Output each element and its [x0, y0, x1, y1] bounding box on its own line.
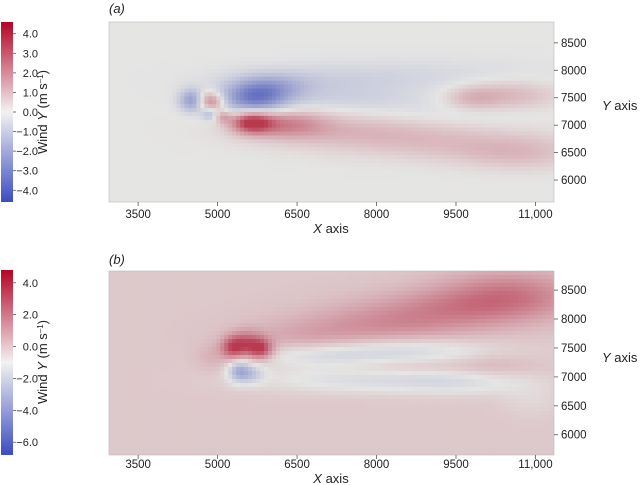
x-tick-label: 11,000 — [518, 209, 552, 221]
colorbar-tick-label: 4.0 — [23, 278, 38, 290]
colorbar-tick-label: −6.0 — [16, 437, 38, 449]
panel-b-x-ticks: 3500 5000 6500 8000 9500 11,000 — [125, 455, 553, 471]
y-tick-label: 7000 — [561, 372, 587, 384]
x-tick-label: 3500 — [125, 209, 151, 221]
x-tick-label: 8000 — [364, 459, 390, 471]
y-tick-label: 8000 — [561, 65, 587, 77]
x-tick-label: 9500 — [443, 459, 469, 471]
panel-a-label: (a) — [109, 1, 125, 16]
y-tick-label: 7500 — [561, 93, 587, 105]
panel-b-ylabel: Y axis — [602, 350, 638, 365]
colorbar-tick-label: −4.0 — [16, 185, 38, 197]
x-tick-label: 5000 — [205, 459, 231, 471]
panel-b-colorbar-label: Wind Y (m s–1) — [35, 320, 50, 404]
x-tick-label: 6500 — [284, 209, 310, 221]
panel-a-xlabel: X axis — [312, 221, 349, 236]
colorbar-tick-label: −2.0 — [16, 373, 38, 385]
panel-a-x-ticks: 3500 5000 6500 8000 9500 11,000 — [125, 202, 553, 221]
x-tick-label: 6500 — [284, 459, 310, 471]
panel-b-xlabel: X axis — [312, 471, 349, 485]
panel-b-y-ticks: 6000 6500 7000 7500 8000 8500 — [554, 285, 587, 442]
y-tick-label: 6000 — [561, 430, 587, 442]
panel-a-plot-area — [109, 22, 554, 202]
panel-a-colorbar — [1, 22, 13, 202]
x-tick-label: 11,000 — [518, 459, 552, 471]
colorbar-tick-label: 3.0 — [23, 48, 38, 60]
colorbar-tick-label: 2.0 — [23, 68, 38, 80]
panel-b-plot-area — [109, 271, 554, 455]
y-tick-label: 6000 — [561, 175, 587, 187]
x-tick-label: 9500 — [443, 209, 469, 221]
colorbar-tick-label: 2.0 — [23, 310, 38, 322]
colorbar-tick-label: 4.0 — [23, 29, 38, 41]
y-tick-label: 7500 — [561, 343, 587, 355]
y-tick-label: 8000 — [561, 314, 587, 326]
y-tick-label: 6500 — [561, 148, 587, 160]
heat-field — [109, 22, 554, 202]
colorbar-tick-label: 1.0 — [23, 87, 38, 99]
colorbar-tick-label: 0.0 — [23, 342, 38, 354]
colorbar-tick-label: −2.0 — [16, 146, 38, 158]
colorbar-tick-label: −3.0 — [16, 166, 38, 178]
panel-b-colorbar — [1, 270, 13, 455]
y-tick-label: 8500 — [561, 285, 587, 297]
x-tick-label: 8000 — [364, 209, 390, 221]
panel-b-colorbar-ticks: 4.0 2.0 0.0 −2.0 −4.0 −6.0 — [13, 278, 38, 449]
y-tick-label: 7000 — [561, 120, 587, 132]
x-tick-label: 5000 — [205, 209, 231, 221]
panel-a-colorbar-ticks: 4.0 3.0 2.0 1.0 0.0 −1.0 −2.0 −3.0 −4.0 — [13, 29, 38, 197]
panel-a-colorbar-label: Wind Y (m s–1) — [35, 70, 50, 154]
panel-a-ylabel: Y axis — [602, 98, 638, 113]
x-tick-label: 3500 — [125, 459, 151, 471]
y-tick-label: 6500 — [561, 401, 587, 413]
colorbar-tick-label: −1.0 — [16, 127, 38, 139]
panel-b: (b) Wind Y (m s–1) 4.0 2.0 0.0 −2.0 −4.0 −6.0… — [1, 252, 638, 485]
colorbar-tick-label: 0.0 — [23, 107, 38, 119]
y-tick-label: 8500 — [561, 38, 587, 50]
panel-b-label: (b) — [109, 252, 125, 267]
panel-a-y-ticks: 6000 6500 7000 7500 8000 8500 — [554, 38, 587, 187]
colorbar-tick-label: −4.0 — [16, 405, 38, 417]
heat-field — [109, 271, 554, 455]
panel-a: (a) Wind Y (m s–1) 4.0 3.0 2.0 1.0 0.0 −1.0 −2… — [1, 1, 638, 236]
